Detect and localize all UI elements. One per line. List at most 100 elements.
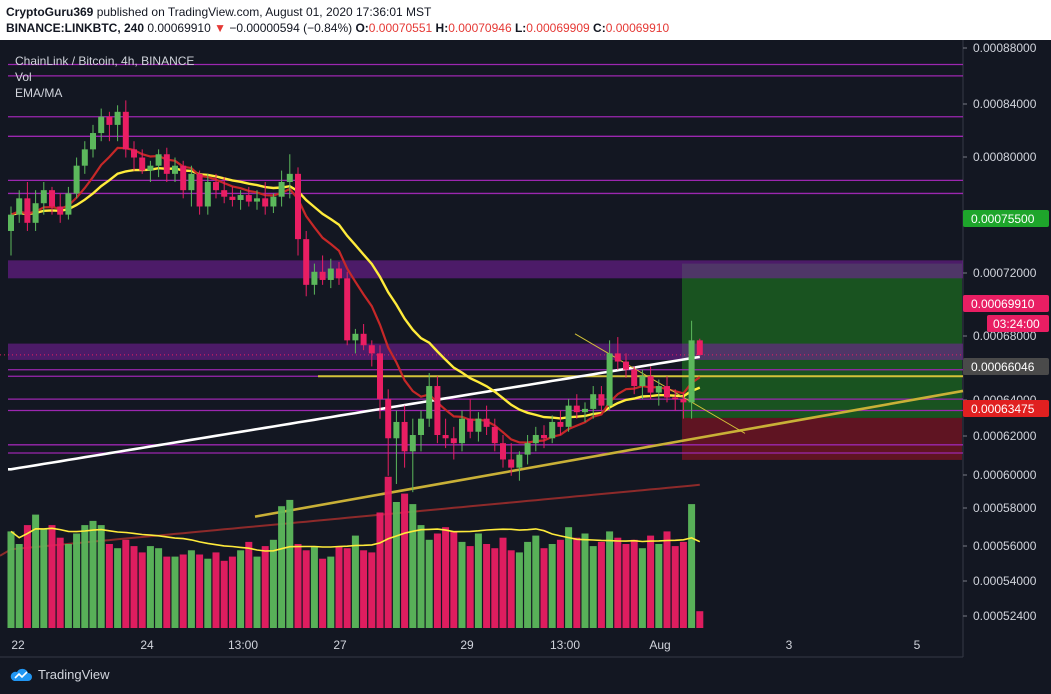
candle-body [131,149,137,158]
legend-title[interactable]: ChainLink / Bitcoin, 4h, BINANCE [15,54,195,68]
candle-body [57,206,64,215]
volume-bar [565,527,573,628]
candle-body [401,421,408,452]
volume-bar [573,537,581,628]
tradingview-logo[interactable]: TradingView [10,667,110,682]
chart-canvas[interactable]: 0.00088000 0.00084000 0.00080000 0.00072000… [0,40,1051,660]
volume-bar [212,552,220,628]
volume-bar [425,539,433,628]
candle-body [516,454,523,468]
candle-body [65,193,72,215]
candle-body [188,173,195,191]
volume-bar [376,512,384,628]
volume-bar [335,546,343,628]
volume-bar [97,525,105,628]
candle-body [491,426,498,444]
candle-body [664,386,670,398]
price-tick-label: 0.00088000 [973,41,1037,55]
volume-bar [253,556,261,628]
candle-body [418,418,424,436]
descending-trendline [574,333,746,434]
volume-bar [360,550,368,628]
price-tick-label: 0.00060000 [973,468,1037,482]
volume-bar [663,531,671,628]
candle-body [565,405,572,427]
volume-bar [327,556,335,628]
volume-bar [688,504,696,628]
volume-bar [286,499,294,628]
candle-body [24,198,31,223]
volume-bar [696,611,704,628]
volume-bar [64,544,72,628]
volume-bar [343,548,351,628]
legend-vol[interactable]: Vol [15,70,32,84]
close-value: 0.00069910 [605,21,670,35]
volume-bar [261,546,269,628]
volume-bar [499,537,507,628]
candle-body [254,198,260,202]
last-price: 0.00069910 [147,21,211,35]
price-axis-bg [963,40,1051,660]
candle-body [147,165,154,171]
volume-bar [220,560,228,628]
time-tick-label: 24 [140,638,154,652]
candle-body [655,386,662,393]
price-tag [987,315,1049,332]
volume-bar [245,541,253,628]
candle-body [623,361,629,370]
candle-body [336,268,342,279]
candle-body [352,333,359,341]
price-tag [963,400,1049,417]
volume-bar [515,552,523,628]
time-tick-label: 22 [11,638,25,652]
candle-body [114,111,121,125]
volume-bar [237,550,245,628]
candle-body [450,438,457,444]
price-tick-label: 0.00056000 [973,539,1037,553]
volume-bar [524,541,532,628]
volume-bar [81,525,89,628]
volume-bar [310,546,318,628]
candle-body [368,345,375,354]
candle-body [237,195,244,200]
candle-body [139,157,146,171]
candle-body [541,435,547,439]
candle-body [467,418,474,432]
volume-bar [40,529,48,628]
target-zone [682,263,962,418]
time-tick-label: 3 [786,638,793,652]
candle-body [426,386,433,419]
price-tick-label: 0.00052400 [973,609,1037,623]
ascending-trendline [254,389,964,518]
volume-bar [179,554,187,628]
low-label: L: [514,21,527,35]
candle-body [122,111,129,150]
volume-bar [48,525,56,628]
chart-legend: ChainLink / Bitcoin, 4h, BINANCE Vol EMA… [15,53,194,101]
volume-bar [466,546,474,628]
price-tick-label: 0.00084000 [973,97,1037,111]
resistance-zone [8,343,963,360]
time-tick-label: 13:00 [550,638,580,652]
close-label: C: [593,21,606,35]
price-tick-label: 0.00080000 [973,150,1037,164]
volume-bar [548,544,556,628]
candle-body [106,116,113,125]
price-tag [963,358,1049,375]
candle-body [98,116,105,134]
candle-body [582,408,588,413]
volume-bar [187,550,195,628]
candle-body [647,376,654,393]
candle-body [278,182,285,197]
time-tick-label: 5 [914,638,921,652]
legend-ema[interactable]: EMA/MA [15,86,63,100]
time-tick-label: Aug [649,638,670,652]
ohlc-line: BINANCE:LINKBTC, 240 0.00069910 ▼ −0.000… [6,20,1045,36]
candle-body [672,397,679,400]
price-tag-label: 0.00063475 [971,402,1035,416]
volume-bar [589,546,597,628]
candle-body [16,198,23,215]
candle-body [573,405,580,413]
volume-bar [474,533,482,628]
author-name[interactable]: CryptoGuru369 [6,5,94,19]
